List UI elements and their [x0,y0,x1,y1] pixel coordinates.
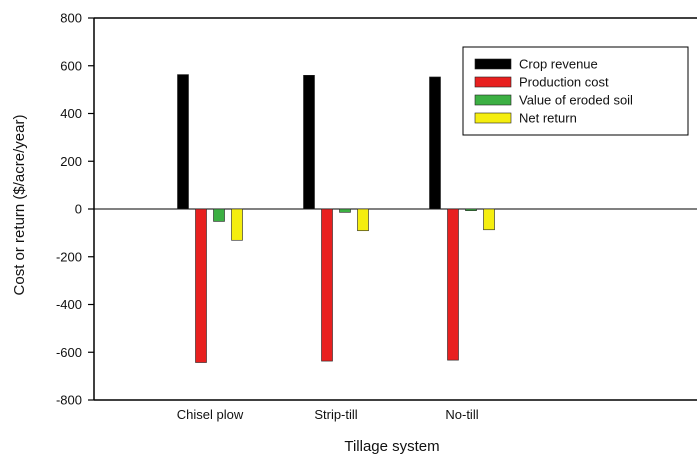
x-axis-title: Tillage system [344,438,439,455]
legend-swatch [474,76,512,88]
bar-net-return [483,208,495,231]
bar-crop-revenue [429,76,441,210]
x-tick-label: Chisel plow [177,407,244,422]
legend-swatch [474,112,512,124]
bar-crop-revenue [303,75,315,210]
y-tick-label: 800 [60,11,82,26]
bar-value-of-eroded-soil [465,208,477,211]
y-axis: 800 600 400 200 0 -200 -400 -600 -800 [56,11,94,408]
y-tick-label: 600 [60,58,82,73]
y-tick-label: -200 [56,249,82,264]
bar-net-return [231,208,243,241]
bar-production-cost [195,208,207,363]
bar-net-return [357,208,369,232]
legend-label: Net return [519,111,577,126]
y-tick-label: 200 [60,154,82,169]
bar-value-of-eroded-soil [339,208,351,213]
legend-label: Production cost [519,75,609,90]
y-tick-label: 0 [75,202,82,217]
bar-production-cost [321,208,333,362]
legend-label: Value of eroded soil [519,93,633,108]
legend-swatch [474,58,512,70]
legend-swatch [474,94,512,106]
x-tick-label: No-till [445,407,478,422]
x-tick-label: Strip-till [314,407,357,422]
bar-production-cost [447,208,459,361]
y-axis-title: Cost or return ($/acre/year) [11,115,28,296]
bar-crop-revenue [177,74,189,210]
legend-label: Crop revenue [519,57,598,72]
legend: Crop revenue Production cost Value of erod… [462,46,689,136]
x-axis: Chisel plow Strip-till No-till [177,407,479,422]
y-tick-label: -400 [56,297,82,312]
bars-group [177,74,495,363]
bar-value-of-eroded-soil [213,208,225,222]
y-tick-label: -600 [56,345,82,360]
y-tick-label: 400 [60,106,82,121]
y-tick-label: -800 [56,393,82,408]
